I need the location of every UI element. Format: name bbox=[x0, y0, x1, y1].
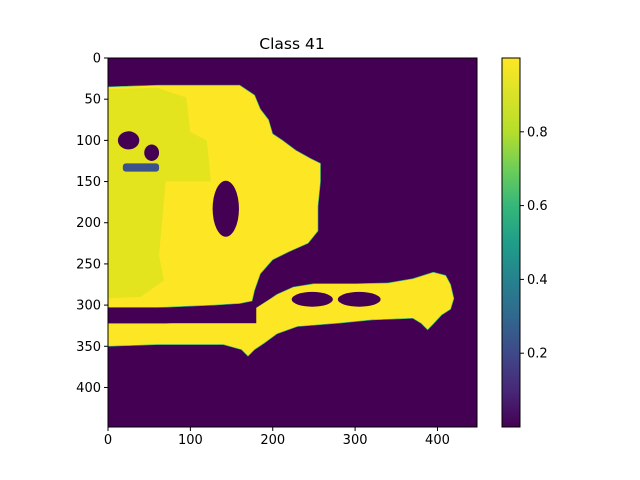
heatmap-image bbox=[108, 58, 477, 427]
x-tick-label: 300 bbox=[343, 433, 368, 448]
x-axis: 0 100 200 300 400 bbox=[104, 427, 450, 448]
y-tick-label: 100 bbox=[76, 134, 101, 149]
colorbar-tick-label: 0.2 bbox=[527, 347, 548, 362]
colorbar-tick-label: 0.6 bbox=[527, 199, 548, 214]
y-tick-label: 150 bbox=[76, 175, 101, 190]
colorbar-tick-label: 0.4 bbox=[527, 273, 548, 288]
y-tick-label: 0 bbox=[93, 52, 101, 67]
x-tick-label: 400 bbox=[425, 433, 450, 448]
colorbar-axis: 0.2 0.4 0.6 0.8 bbox=[520, 125, 548, 362]
x-tick-label: 100 bbox=[178, 433, 203, 448]
x-tick-label: 200 bbox=[260, 433, 285, 448]
y-tick-label: 300 bbox=[76, 299, 101, 314]
colorbar bbox=[501, 57, 521, 428]
heatmap-hole-e bbox=[144, 144, 160, 161]
y-tick-label: 50 bbox=[84, 93, 101, 108]
heatmap-hole-b bbox=[291, 291, 333, 307]
chart-title: Class 41 bbox=[259, 35, 324, 53]
y-tick-label: 350 bbox=[76, 340, 101, 355]
heatmap-low-strip bbox=[122, 163, 160, 172]
heatmap-hole-c bbox=[337, 291, 381, 307]
colorbar-tick-label: 0.8 bbox=[527, 125, 548, 140]
y-tick-label: 400 bbox=[76, 381, 101, 396]
heatmap-hole-d bbox=[117, 131, 140, 150]
heatmap-hole-a bbox=[212, 180, 239, 237]
x-tick-label: 0 bbox=[104, 433, 112, 448]
y-axis: 0 50 100 150 200 250 300 350 400 bbox=[76, 52, 108, 396]
heatmap-gap-wedge bbox=[108, 294, 277, 324]
y-tick-label: 250 bbox=[76, 257, 101, 272]
y-tick-label: 200 bbox=[76, 216, 101, 231]
plot-frame bbox=[107, 57, 478, 428]
